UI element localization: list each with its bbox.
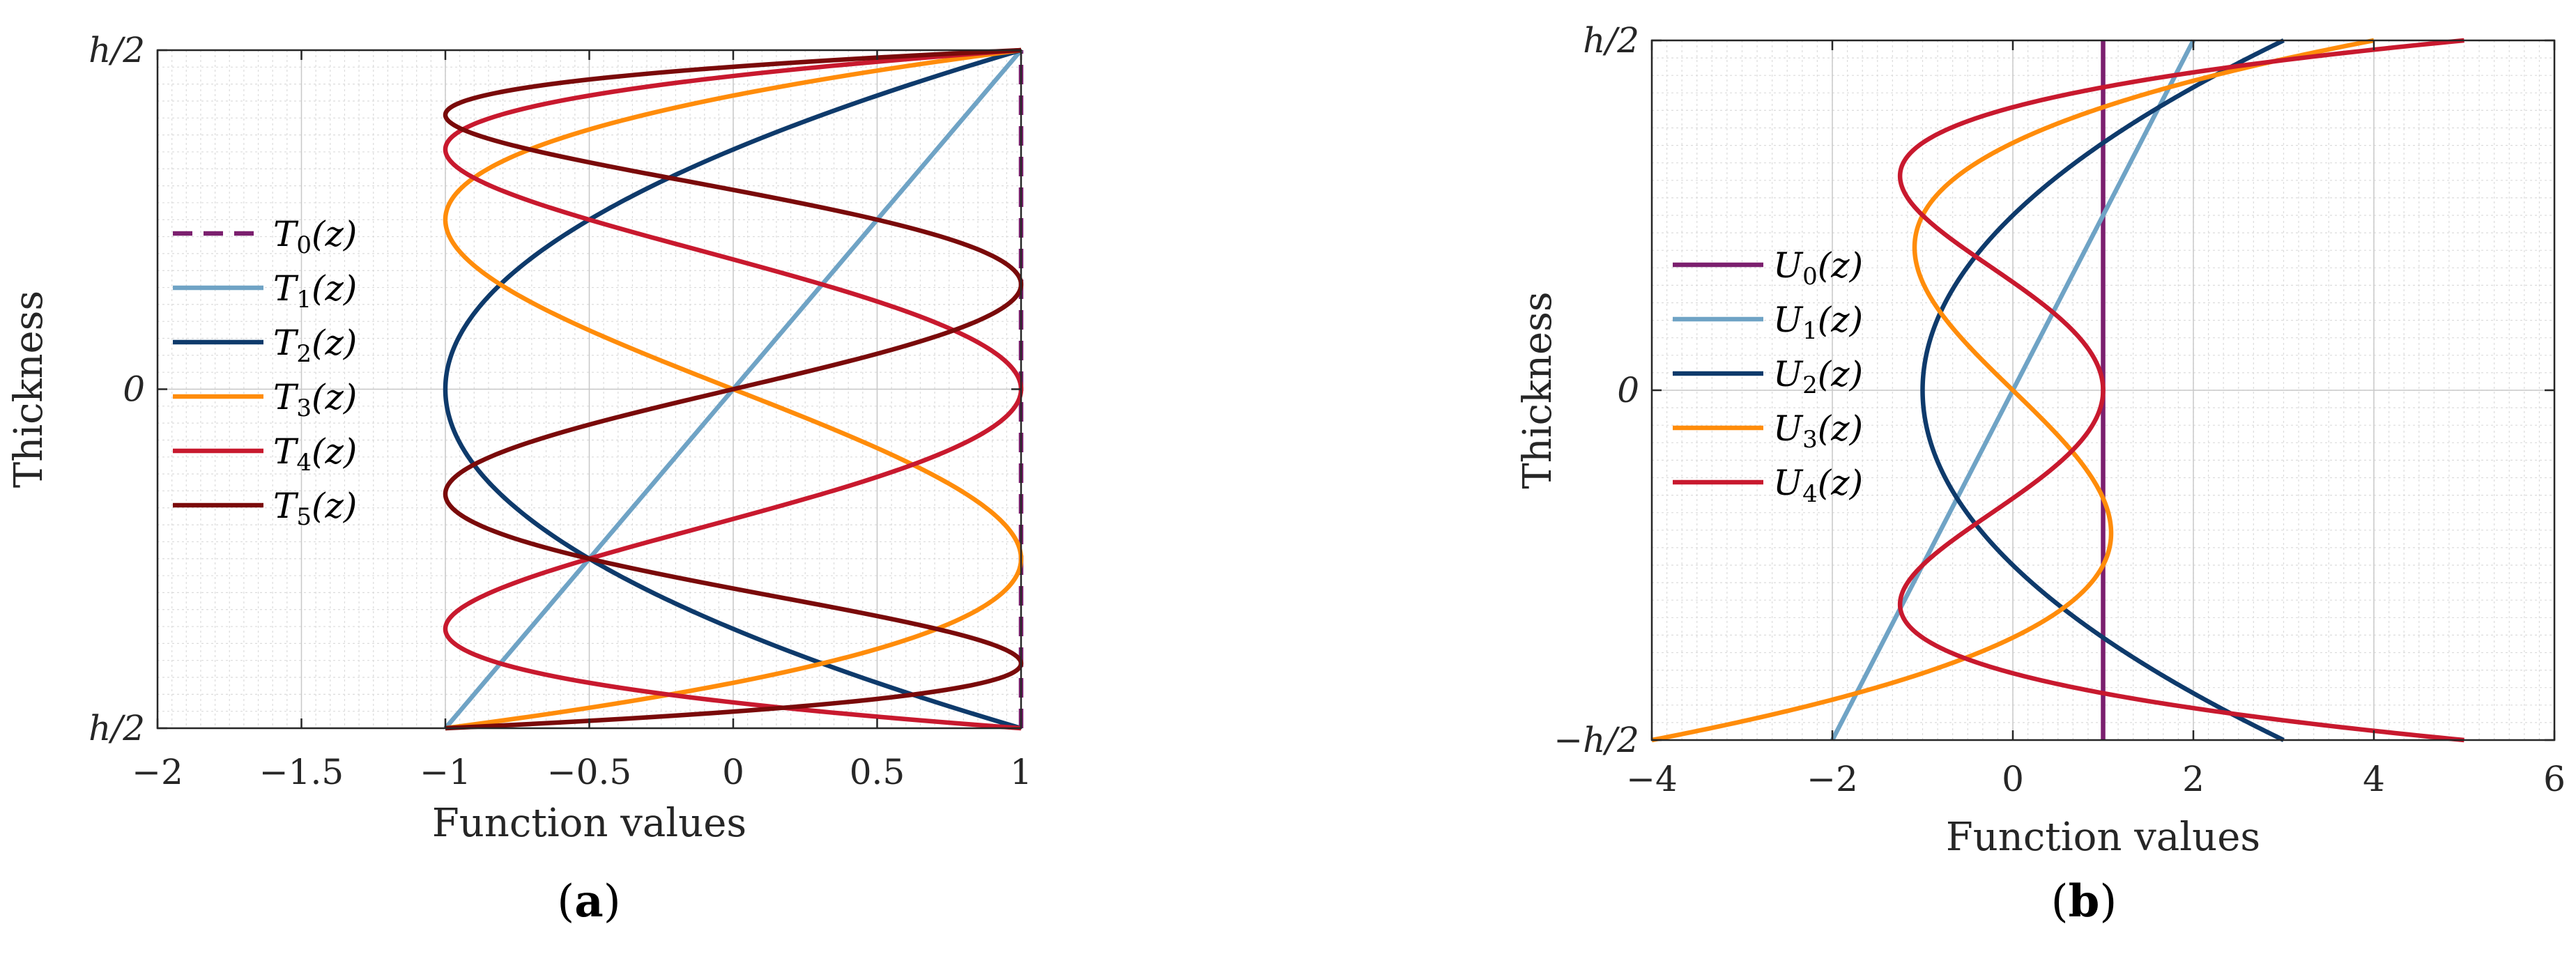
panel-a-y-axis-label: Thickness bbox=[6, 291, 52, 488]
panel-a-legend-label: T4(z) bbox=[273, 431, 357, 477]
panel-a-legend-label: T0(z) bbox=[273, 214, 357, 259]
panel-a-legend-label: T2(z) bbox=[273, 323, 357, 368]
panel-b-x-tick-label: −2 bbox=[1807, 759, 1858, 799]
panel-b-series bbox=[1651, 38, 2464, 743]
panel-a-y-tick-label: 0 bbox=[123, 369, 145, 410]
panel-b-y-tick-label: −h/2 bbox=[1554, 720, 1639, 760]
panel-b-x-tick-label: 6 bbox=[2543, 759, 2566, 799]
panel-a: −2 −1.5 −1 −0.5 0 0.5 1 h/2 0 h/2 Function values T… bbox=[6, 30, 1032, 928]
panel-b-x-tick-label: 4 bbox=[2363, 759, 2385, 799]
panel-b-caption: (b) bbox=[2051, 875, 2117, 928]
panel-a-x-tick-label: −2 bbox=[132, 752, 183, 792]
panel-a-x-tick-label: −1.5 bbox=[259, 752, 344, 792]
panel-b-legend-label: U4(z) bbox=[1773, 463, 1863, 508]
panel-b-legend-label: U3(z) bbox=[1773, 408, 1863, 454]
panel-b-legend-label: U0(z) bbox=[1773, 245, 1863, 291]
panel-a-x-axis-label: Function values bbox=[432, 801, 746, 846]
panel-b-x-tick-label: 2 bbox=[2182, 759, 2205, 799]
panel-b-series-u2z bbox=[1920, 38, 2285, 742]
panel-b-x-tick-label: 0 bbox=[2002, 759, 2024, 799]
panel-b-series-u3z bbox=[1651, 38, 2375, 743]
panel-a-y-tick-label: h/2 bbox=[89, 708, 145, 748]
panel-a-y-ticks: h/2 0 h/2 bbox=[89, 30, 1021, 748]
panel-b-x-ticks: −4 −2 0 2 4 6 bbox=[1626, 40, 2566, 799]
panel-a-legend-label: T1(z) bbox=[273, 268, 357, 314]
panel-b-legend-label: U1(z) bbox=[1773, 300, 1863, 345]
panel-b-y-tick-label: 0 bbox=[1617, 370, 1639, 410]
panel-a-x-tick-label: −1 bbox=[420, 752, 471, 792]
panel-b-x-tick-label: −4 bbox=[1626, 759, 1678, 799]
panel-b-y-tick-label: h/2 bbox=[1583, 20, 1639, 61]
panel-a-x-tick-label: 1 bbox=[1010, 752, 1032, 792]
panel-a-y-tick-label: h/2 bbox=[89, 30, 145, 70]
panel-a-series-t5z bbox=[443, 47, 1024, 731]
panel-b-legend-label: U2(z) bbox=[1773, 354, 1863, 399]
panel-b-legend: U0(z) U1(z) U2(z) U3(z) U4(z) bbox=[1673, 245, 1863, 508]
panel-a-caption: (a) bbox=[557, 875, 620, 928]
panel-a-x-ticks: −2 −1.5 −1 −0.5 0 0.5 1 bbox=[132, 50, 1032, 792]
panel-a-legend-label: T3(z) bbox=[273, 377, 357, 422]
panel-b: −4 −2 0 2 4 6 −h/2 0 h/2 Function values Thickness… bbox=[1515, 20, 2566, 928]
panel-b-series-u4z bbox=[1897, 38, 2464, 743]
panel-a-x-tick-label: 0 bbox=[722, 752, 744, 792]
panel-a-legend-label: T5(z) bbox=[273, 486, 357, 531]
panel-b-y-ticks: −h/2 0 h/2 bbox=[1554, 20, 2554, 760]
panel-b-y-axis-label: Thickness bbox=[1515, 291, 1561, 488]
panel-a-legend: T0(z) T1(z) T2(z) T3(z) T4(z) T5(z) bbox=[173, 214, 357, 531]
panel-a-x-tick-label: 0.5 bbox=[850, 752, 905, 792]
panel-a-x-tick-label: −0.5 bbox=[547, 752, 631, 792]
panel-a-series-t2z bbox=[443, 47, 1022, 731]
panel-b-x-axis-label: Function values bbox=[1946, 815, 2260, 860]
